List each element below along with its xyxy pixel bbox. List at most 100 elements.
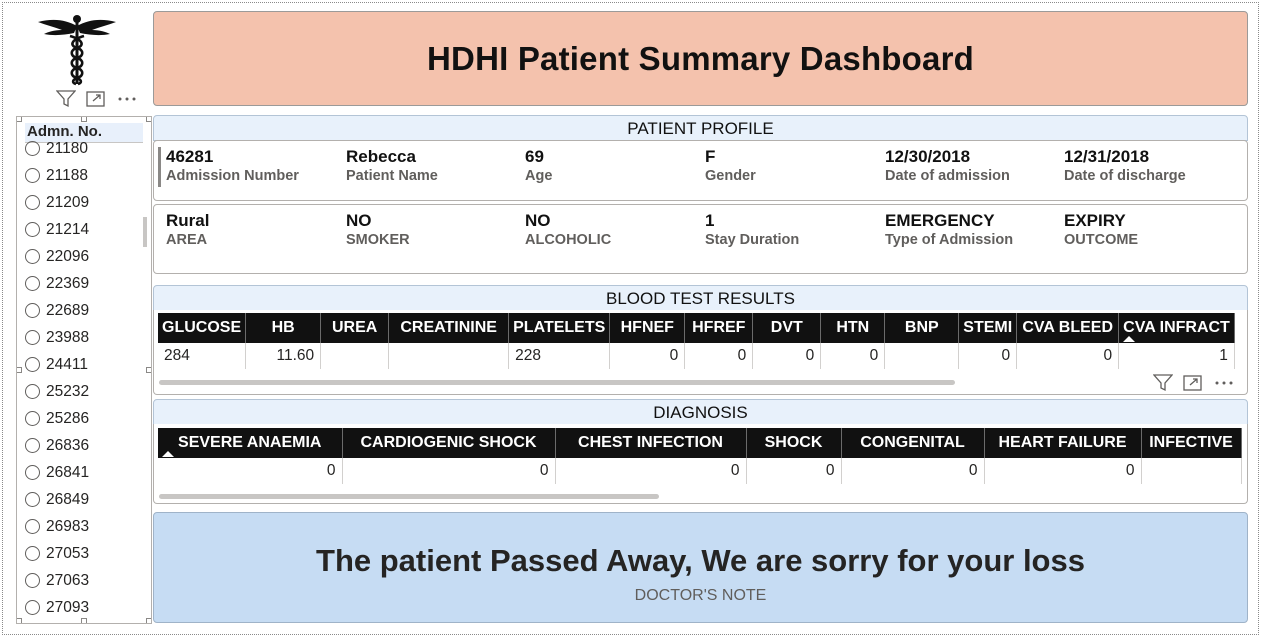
radio-icon[interactable]: [25, 276, 40, 291]
column-header[interactable]: HB: [245, 313, 322, 343]
slicer-item[interactable]: 26841: [25, 459, 145, 486]
focus-mode-icon[interactable]: [86, 90, 106, 108]
table-visual-header: [1153, 374, 1235, 392]
slicer-item[interactable]: 25286: [25, 405, 145, 432]
slicer-item[interactable]: 21180: [25, 135, 145, 162]
filter-icon[interactable]: [56, 90, 76, 108]
slicer-item[interactable]: 26983: [25, 513, 145, 540]
slicer-item[interactable]: 23988: [25, 324, 145, 351]
column-header-label: PLATELETS: [513, 319, 606, 336]
slicer-item-label: 26983: [46, 517, 90, 535]
resize-handle[interactable]: [146, 618, 151, 623]
radio-icon[interactable]: [25, 357, 40, 372]
kpi-card: EMERGENCY Type of Admission: [885, 211, 1060, 250]
filter-icon[interactable]: [1153, 374, 1173, 392]
column-header[interactable]: SHOCK: [746, 428, 842, 458]
slicer-item[interactable]: 22689: [25, 297, 145, 324]
slicer-item[interactable]: 24411: [25, 351, 145, 378]
column-header[interactable]: GLUCOSE: [158, 313, 247, 343]
slicer-item[interactable]: 22369: [25, 270, 145, 297]
column-header[interactable]: CONGENITAL: [841, 428, 985, 458]
radio-icon[interactable]: [25, 195, 40, 210]
slicer-item-label: 25286: [46, 409, 90, 427]
radio-icon[interactable]: [25, 492, 40, 507]
diagnosis-header: DIAGNOSIS: [153, 399, 1248, 425]
column-header[interactable]: CREATININE: [388, 313, 510, 343]
column-header[interactable]: CARDIOGENIC SHOCK: [342, 428, 556, 458]
slicer-item[interactable]: 26849: [25, 486, 145, 513]
resize-handle[interactable]: [17, 117, 22, 122]
slicer-item[interactable]: 25232: [25, 378, 145, 405]
doctors-note-caption: DOCTOR'S NOTE: [634, 587, 767, 604]
more-options-icon[interactable]: [116, 90, 138, 108]
radio-icon[interactable]: [25, 168, 40, 183]
radio-icon[interactable]: [25, 222, 40, 237]
radio-icon[interactable]: [25, 600, 40, 615]
kpi-card: 12/31/2018 Date of discharge: [1064, 147, 1239, 186]
table-cell: 0: [684, 343, 754, 369]
slicer-item[interactable]: 21209: [25, 189, 145, 216]
column-header[interactable]: SEVERE ANAEMIA: [158, 428, 343, 458]
slicer-item[interactable]: 27093: [25, 594, 145, 621]
more-options-icon[interactable]: [1213, 374, 1235, 392]
radio-icon[interactable]: [25, 141, 40, 156]
radio-icon[interactable]: [25, 330, 40, 345]
kpi-value: EXPIRY: [1064, 211, 1126, 230]
admission-number-slicer[interactable]: Admn. No. 21180 21188 21209 21214 22096 22369…: [16, 116, 152, 624]
column-header[interactable]: CVA BLEED: [1016, 313, 1120, 343]
column-header[interactable]: CHEST INFECTION: [555, 428, 747, 458]
column-header[interactable]: UREA: [320, 313, 390, 343]
slicer-item[interactable]: 21214: [25, 216, 145, 243]
kpi-value: Rural: [166, 211, 210, 230]
radio-icon[interactable]: [25, 573, 40, 588]
resize-handle[interactable]: [17, 367, 22, 373]
horizontal-scrollbar[interactable]: [159, 494, 659, 499]
radio-icon[interactable]: [25, 546, 40, 561]
slicer-scrollbar[interactable]: [143, 217, 147, 247]
table-cell: 284: [158, 343, 247, 369]
radio-icon[interactable]: [25, 303, 40, 318]
resize-handle[interactable]: [81, 618, 87, 623]
blood-test-table: GLUCOSE HB UREA CREATININE PLATELETS HFNEF HFR…: [158, 313, 1235, 369]
column-header[interactable]: PLATELETS: [508, 313, 611, 343]
slicer-item-label: 27053: [46, 544, 90, 562]
slicer-item[interactable]: 22096: [25, 243, 145, 270]
column-header[interactable]: HEART FAILURE: [984, 428, 1142, 458]
column-header[interactable]: CVA INFRACT: [1118, 313, 1235, 343]
column-header[interactable]: BNP: [884, 313, 960, 343]
slicer-item-label: 26836: [46, 436, 90, 454]
radio-icon[interactable]: [25, 465, 40, 480]
slicer-item[interactable]: 26836: [25, 432, 145, 459]
column-header[interactable]: INFECTIVE: [1141, 428, 1242, 458]
radio-icon[interactable]: [25, 519, 40, 534]
slicer-item-label: 26849: [46, 490, 90, 508]
resize-handle[interactable]: [146, 367, 151, 373]
column-header[interactable]: STEMI: [958, 313, 1018, 343]
table-cell: 0: [609, 343, 686, 369]
blood-test-header: BLOOD TEST RESULTS: [153, 285, 1248, 311]
column-header[interactable]: HFREF: [684, 313, 754, 343]
radio-icon[interactable]: [25, 411, 40, 426]
slicer-item[interactable]: 27053: [25, 540, 145, 567]
table-cell: 0: [555, 458, 747, 484]
column-header[interactable]: HTN: [820, 313, 886, 343]
radio-icon[interactable]: [25, 438, 40, 453]
resize-handle[interactable]: [81, 117, 87, 122]
column-header[interactable]: DVT: [752, 313, 822, 343]
radio-icon[interactable]: [25, 384, 40, 399]
radio-icon[interactable]: [25, 249, 40, 264]
kpi-label: Stay Duration: [705, 232, 800, 248]
resize-handle[interactable]: [17, 618, 22, 623]
resize-handle[interactable]: [146, 117, 151, 122]
profile-card-row1: 46281 Admission Number Rebecca Patient Name…: [153, 140, 1248, 201]
slicer-item[interactable]: 27063: [25, 567, 145, 594]
column-header-label: CVA INFRACT: [1123, 319, 1230, 336]
column-header-label: CONGENITAL: [860, 434, 965, 451]
column-header-label: CREATININE: [400, 319, 497, 336]
focus-mode-icon[interactable]: [1183, 374, 1203, 392]
column-header[interactable]: HFNEF: [609, 313, 686, 343]
horizontal-scrollbar[interactable]: [159, 380, 955, 385]
kpi-value: 69: [525, 147, 544, 166]
slicer-item[interactable]: 21188: [25, 162, 145, 189]
